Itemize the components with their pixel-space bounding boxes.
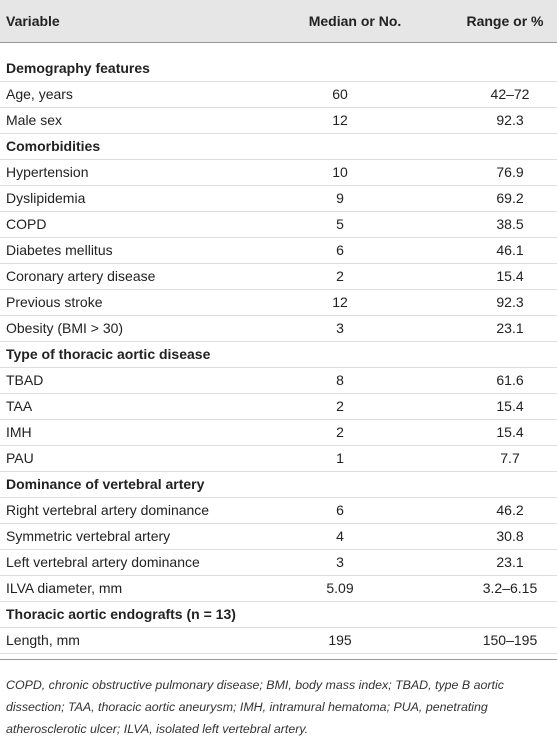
value-cell: 9: [336, 190, 344, 206]
value-cell: 69.2: [496, 190, 524, 206]
table-row: Diabetes mellitus 6 46.1: [0, 237, 557, 264]
section-row: Comorbidities: [0, 133, 557, 160]
row-label: Diabetes mellitus: [6, 242, 113, 258]
section-row: Dominance of vertebral artery: [0, 471, 557, 498]
table-row: Previous stroke 12 92.3: [0, 289, 557, 316]
value-cell: 2: [336, 268, 344, 284]
value-cell: 23.1: [496, 320, 524, 336]
table-row: Obesity (BMI > 30) 3 23.1: [0, 315, 557, 342]
value-cell: 92.3: [496, 112, 524, 128]
value-cell: 10: [332, 164, 348, 180]
header-cell: Variable: [6, 13, 60, 29]
table-header: Variable Median or No. Range or %: [0, 0, 557, 43]
row-label: PAU: [6, 450, 34, 466]
value-cell: 1: [336, 450, 344, 466]
row-label: Hypertension: [6, 164, 89, 180]
value-cell: 7.7: [500, 450, 520, 466]
table-row: Coronary artery disease 2 15.4: [0, 263, 557, 290]
table-row: Hypertension 10 76.9: [0, 159, 557, 186]
value-cell: 8: [336, 372, 344, 388]
value-cell: 6: [336, 502, 344, 518]
section-label: Thoracic aortic endografts (n = 13): [6, 606, 236, 622]
value-cell: 3: [336, 554, 344, 570]
table-bottom-rule: [0, 659, 557, 660]
value-cell: 2: [336, 424, 344, 440]
row-label: Symmetric vertebral artery: [6, 528, 171, 544]
row-label: TAA: [6, 398, 33, 414]
row-label: Coronary artery disease: [6, 268, 156, 284]
value-cell: 12: [332, 294, 348, 310]
section-row: Type of thoracic aortic disease: [0, 341, 557, 368]
row-label: Length, mm: [6, 632, 80, 648]
value-cell: 5: [336, 216, 344, 232]
row-label: Right vertebral artery dominance: [6, 502, 210, 518]
value-cell: 4: [336, 528, 344, 544]
row-label: Previous stroke: [6, 294, 103, 310]
table-row: Age, years 60 42–72: [0, 81, 557, 108]
table-row: Male sex 12 92.3: [0, 107, 557, 134]
header-cell: Median or No.: [308, 13, 402, 29]
value-cell: 60: [332, 86, 348, 102]
table-row: COPD 5 38.5: [0, 211, 557, 238]
section-label: Type of thoracic aortic disease: [6, 346, 211, 362]
value-cell: 5.09: [326, 580, 354, 596]
table-row: Dyslipidemia 9 69.2: [0, 185, 557, 212]
table-row: PAU 1 7.7: [0, 445, 557, 472]
section-label: Dominance of vertebral artery: [6, 476, 205, 492]
value-cell: 15.4: [496, 268, 524, 284]
row-label: ILVA diameter, mm: [6, 580, 123, 596]
row-label: Male sex: [6, 112, 63, 128]
section-label: Demography features: [6, 60, 150, 76]
value-cell: 42–72: [490, 86, 530, 102]
header-cell: Range or %: [466, 13, 544, 29]
row-label: Left vertebral artery dominance: [6, 554, 200, 570]
value-cell: 195: [328, 632, 352, 648]
value-cell: 12: [332, 112, 348, 128]
value-cell: 6: [336, 242, 344, 258]
value-cell: 61.6: [496, 372, 524, 388]
row-label: Dyslipidemia: [6, 190, 86, 206]
value-cell: 30.8: [496, 528, 524, 544]
value-cell: 23.1: [496, 554, 524, 570]
table-row: Symmetric vertebral artery 4 30.8: [0, 523, 557, 550]
table-row: TBAD 8 61.6: [0, 367, 557, 394]
value-cell: 92.3: [496, 294, 524, 310]
row-label: COPD: [6, 216, 47, 232]
footnote: COPD, chronic obstructive pulmonary dise…: [6, 678, 504, 736]
row-label: Obesity (BMI > 30): [6, 320, 124, 336]
row-label: Age, years: [6, 86, 73, 102]
section-row: Demography features: [0, 55, 557, 82]
section-row: Thoracic aortic endografts (n = 13): [0, 601, 557, 628]
table-row: Left vertebral artery dominance 3 23.1: [0, 549, 557, 576]
value-cell: 3: [336, 320, 344, 336]
section-label: Comorbidities: [6, 138, 101, 154]
value-cell: 3.2–6.15: [482, 580, 538, 596]
table-row: ILVA diameter, mm 5.09 3.2–6.15: [0, 575, 557, 602]
value-cell: 38.5: [496, 216, 524, 232]
table-row: TAA 2 15.4: [0, 393, 557, 420]
value-cell: 2: [336, 398, 344, 414]
table-row: IMH 2 15.4: [0, 419, 557, 446]
value-cell: 150–195: [482, 632, 538, 648]
table-row: Right vertebral artery dominance 6 46.2: [0, 497, 557, 524]
row-label: TBAD: [6, 372, 44, 388]
value-cell: 46.1: [496, 242, 524, 258]
value-cell: 76.9: [496, 164, 524, 180]
row-label: IMH: [6, 424, 32, 440]
table-row: Length, mm 195 150–195: [0, 627, 557, 654]
value-cell: 15.4: [496, 424, 524, 440]
value-cell: 46.2: [496, 502, 524, 518]
value-cell: 15.4: [496, 398, 524, 414]
